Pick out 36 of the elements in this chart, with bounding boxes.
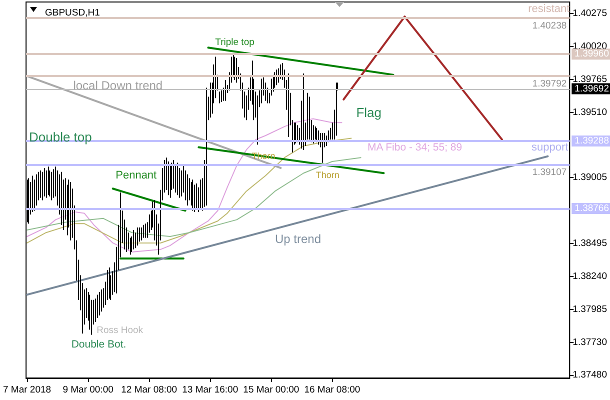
y-tick-label: 1.37985 bbox=[572, 304, 608, 316]
ref-line-label: 1.39792 bbox=[532, 78, 567, 90]
annotation: Flag bbox=[356, 105, 382, 120]
text: GBPUSD,H1 bbox=[45, 8, 100, 18]
ref-line-label: 1.39288 bbox=[574, 136, 610, 147]
annotation: Pennant bbox=[116, 170, 157, 182]
annotation: Triple top bbox=[215, 37, 254, 48]
x-tick-label: 15 Mar 00:00 bbox=[243, 384, 300, 396]
annotation: Up trend bbox=[274, 232, 321, 246]
annotation: local Down trend bbox=[73, 78, 163, 92]
x-tick-label: 9 Mar 00:00 bbox=[62, 384, 114, 396]
y-tick-label: 1.37730 bbox=[572, 337, 608, 348]
y-tick-label: 1.38495 bbox=[572, 238, 608, 250]
annotation: Double Bot. bbox=[71, 338, 126, 350]
annotation: MA Fibo - 34; 55; 89 bbox=[368, 142, 462, 154]
ref-line-label: 1.39960 bbox=[574, 48, 610, 60]
ref-line-label: 1.39107 bbox=[532, 166, 567, 178]
line-series bbox=[26, 118, 342, 253]
ref-line-label: 1.38766 bbox=[574, 203, 610, 214]
y-tick-label: 1.38240 bbox=[572, 271, 608, 282]
y-tick-label: 1.39765 bbox=[572, 74, 608, 85]
ref-line-label: 1.40238 bbox=[532, 20, 567, 32]
annotation: support bbox=[532, 142, 568, 154]
annotation: Double top bbox=[28, 130, 92, 144]
y-tick-label: 1.39510 bbox=[572, 106, 608, 118]
x-tick-label: 7 Mar 2018 bbox=[2, 384, 52, 396]
x-tick-label: 12 Mar 08:00 bbox=[121, 384, 178, 396]
ref-line-label: 1.39692 bbox=[574, 83, 610, 94]
y-tick-label: 1.40275 bbox=[572, 8, 608, 19]
y-tick-label: 1.39005 bbox=[572, 172, 608, 184]
annotation: Thorn bbox=[252, 150, 276, 161]
x-tick-label: 16 Mar 08:00 bbox=[304, 384, 360, 396]
annotation: Ross Hook bbox=[96, 325, 144, 336]
x-tick-label: 13 Mar 16:00 bbox=[182, 384, 238, 396]
annotation: Thorn bbox=[316, 170, 340, 180]
y-tick-label: 1.37480 bbox=[572, 369, 608, 380]
